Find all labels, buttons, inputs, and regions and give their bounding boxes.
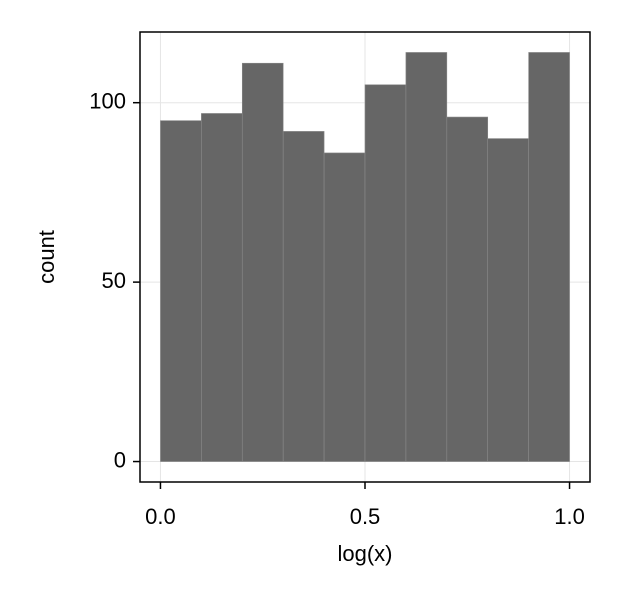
bar	[487, 138, 529, 462]
bar	[201, 113, 243, 462]
bar	[446, 116, 489, 462]
y-tick-label: 100	[89, 89, 126, 114]
bar	[323, 152, 366, 462]
x-axis-label: log(x)	[337, 541, 392, 566]
x-tick-label: 0.5	[350, 504, 381, 529]
x-tick-label: 1.0	[554, 504, 585, 529]
bar	[364, 84, 407, 462]
y-tick-label: 0	[114, 447, 126, 472]
bar	[241, 62, 284, 462]
bar	[405, 52, 448, 462]
x-tick-label: 0.0	[145, 504, 176, 529]
bar	[160, 120, 202, 462]
bar	[282, 131, 325, 462]
y-axis-label: count	[34, 230, 59, 284]
y-tick-label: 50	[102, 268, 126, 293]
bar	[528, 52, 570, 462]
